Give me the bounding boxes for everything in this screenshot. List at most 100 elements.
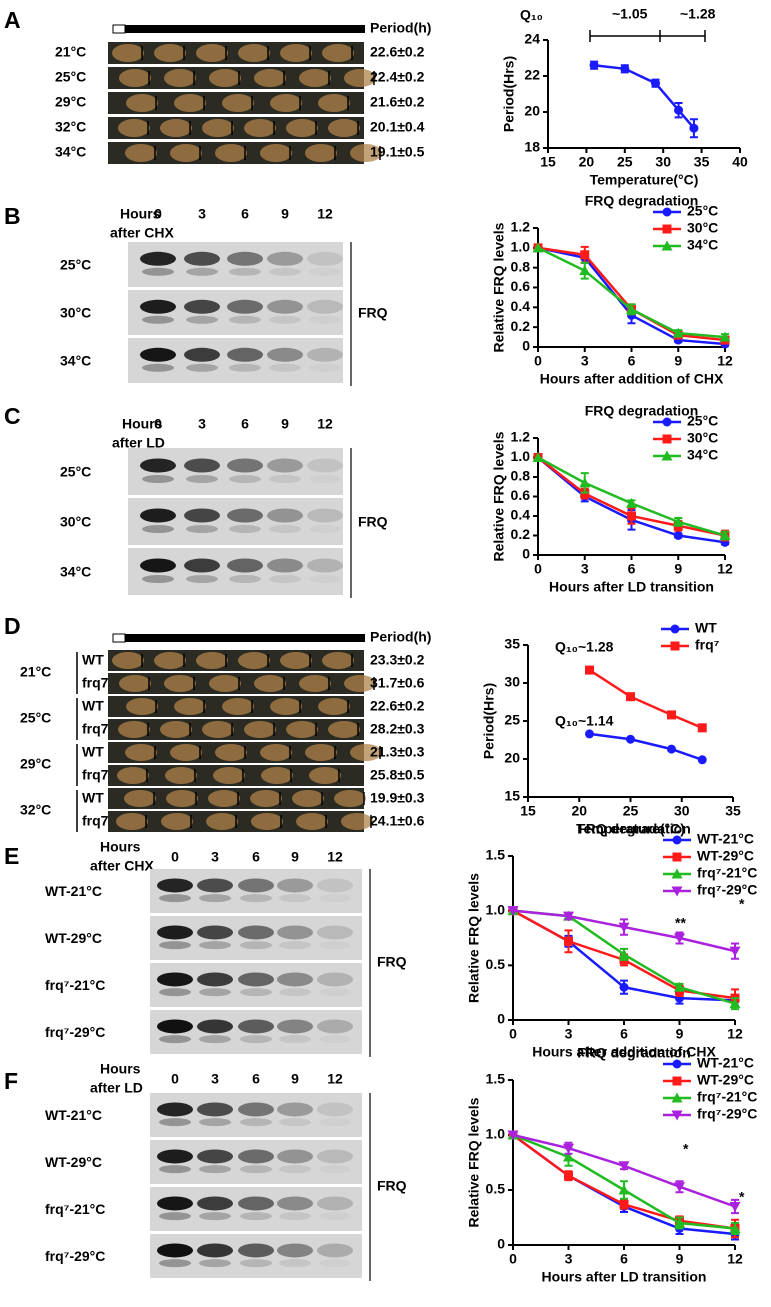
band [157, 925, 193, 940]
marker-circle [651, 78, 661, 88]
period-header: Period(h) [370, 20, 431, 36]
band [197, 1243, 233, 1258]
marker-triangle [671, 868, 683, 879]
temperature-label: 25°C [55, 69, 86, 85]
conidia-band [215, 144, 247, 162]
conidia-band [196, 44, 228, 62]
y-tick-label: 0.8 [511, 258, 531, 274]
band-lower [240, 1035, 272, 1044]
band-lower [319, 1035, 351, 1044]
temperature-label: 21°C [20, 664, 51, 680]
band-lower [186, 363, 218, 372]
y-tick-label: 20 [524, 103, 540, 119]
marker-square [697, 723, 707, 733]
lane-label: 9 [281, 416, 289, 432]
marker-square [585, 665, 594, 675]
x-tick-label: 35 [694, 154, 710, 170]
marker-triangle-down [674, 933, 685, 944]
y-axis-label: Relative FRQ levels [466, 1097, 482, 1227]
conidia-band [208, 790, 240, 807]
band-lower [186, 475, 218, 483]
marker-triangle [618, 948, 630, 959]
band-lower [229, 315, 261, 324]
conidia-band [261, 767, 293, 784]
conidia-band [222, 94, 254, 112]
band-lower [142, 475, 174, 483]
conidia-band [119, 69, 151, 87]
band-lower [269, 575, 301, 583]
band-lower [240, 1212, 272, 1221]
protein-label: FRQ [358, 305, 388, 321]
band-lower [199, 941, 231, 950]
period-header: Period(h) [370, 629, 431, 645]
q10-bracket [589, 30, 706, 42]
band-lower [186, 267, 218, 276]
lane-label: 12 [317, 206, 333, 222]
period-label: 22.6±0.2 [370, 44, 425, 60]
band [317, 1149, 353, 1164]
x-tick-label: 9 [676, 1026, 684, 1042]
conidia-band [112, 44, 144, 62]
band-lower [319, 988, 351, 997]
lane-label: 0 [171, 849, 179, 865]
band [277, 878, 313, 893]
marker-circle [620, 64, 630, 74]
band [197, 1196, 233, 1211]
legend-label: 25°C [687, 203, 718, 219]
marker-square [580, 250, 590, 260]
marker-triangle-down [507, 906, 519, 917]
temperature-label: 29°C [55, 94, 86, 110]
band-lower [186, 575, 218, 583]
y-tick-label: 0.5 [486, 956, 506, 972]
marker-circle [672, 835, 682, 845]
lane-label: 0 [154, 206, 162, 222]
y-tick-label: 0.4 [511, 298, 531, 314]
conidia-band [125, 144, 157, 162]
annotation: * [739, 1189, 745, 1205]
conidia-band [244, 721, 276, 738]
chart-title: FRQ degradation [585, 403, 699, 419]
row-label: WT-29°C [45, 930, 102, 946]
band-lower [142, 575, 174, 583]
marker-triangle-down [563, 911, 574, 922]
conidia-band [254, 675, 286, 692]
legend-label: 30°C [687, 430, 718, 446]
band [238, 1243, 274, 1258]
marker-triangle [719, 331, 731, 342]
band-lower [309, 267, 341, 276]
band [277, 972, 313, 987]
legend-label: WT-21°C [697, 831, 754, 847]
x-tick-label: 15 [520, 803, 536, 819]
band-lower [309, 575, 341, 583]
strain-label: frq7 [82, 721, 109, 737]
strain-label: frq7 [82, 767, 109, 783]
band-lower [269, 363, 301, 372]
conidia-band [165, 767, 197, 784]
band-lower [319, 941, 351, 950]
conidia-band [254, 69, 286, 87]
marker-square [564, 1171, 573, 1181]
conidia-band [117, 767, 149, 784]
y-tick-label: 0.6 [511, 278, 531, 294]
band-lower [229, 475, 261, 483]
protein-label: FRQ [358, 514, 388, 530]
band [157, 1243, 193, 1258]
panel-label: E [4, 843, 19, 869]
conidia-band [170, 744, 202, 761]
legend-label: 25°C [687, 413, 718, 429]
conidia-band [174, 698, 206, 715]
band-lower [159, 988, 191, 997]
lane-label: 9 [281, 206, 289, 222]
x-tick-label: 0 [509, 1251, 517, 1267]
band-lower [186, 315, 218, 324]
conidia-band [296, 813, 328, 830]
x-tick-label: 3 [581, 353, 589, 369]
conidia-band [126, 94, 158, 112]
x-tick-label: 6 [620, 1251, 628, 1267]
y-tick-label: 1.0 [486, 901, 506, 917]
annotation: Q₁₀ [520, 7, 543, 23]
conidia-band [280, 44, 312, 62]
marker-circle [585, 729, 594, 739]
marker-triangle-down [729, 946, 741, 957]
conidia-band [196, 652, 228, 669]
